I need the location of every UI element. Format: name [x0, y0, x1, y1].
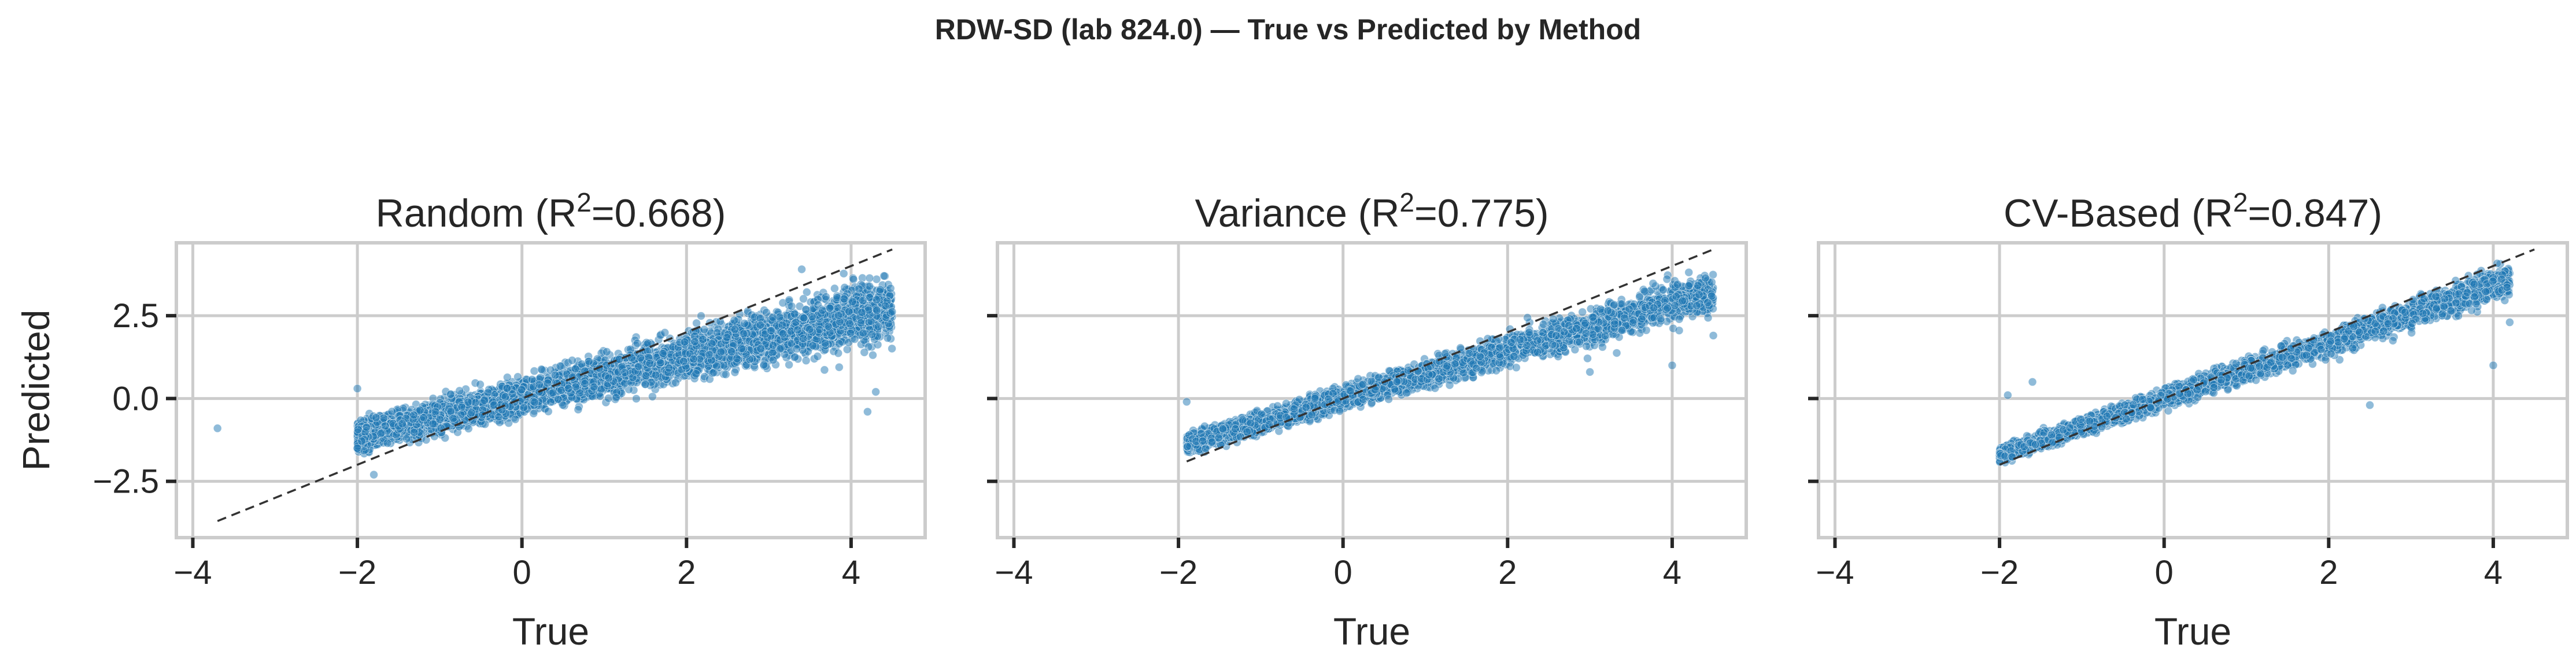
data-point	[839, 269, 848, 278]
data-point	[446, 390, 455, 399]
data-point	[513, 372, 522, 382]
data-point	[834, 362, 844, 372]
data-point	[504, 419, 513, 428]
data-point	[842, 345, 852, 354]
data-point	[464, 424, 473, 433]
data-point	[849, 275, 858, 284]
data-point	[730, 368, 740, 377]
data-point	[790, 353, 800, 361]
data-point	[648, 392, 657, 401]
data-point	[820, 365, 829, 375]
data-point	[822, 293, 830, 301]
data-point	[721, 370, 730, 379]
data-point	[865, 273, 874, 283]
data-point	[834, 349, 843, 358]
data-point	[868, 350, 877, 360]
data-point	[785, 360, 793, 369]
data-point	[476, 380, 485, 389]
data-point	[700, 325, 709, 334]
data-point	[697, 312, 705, 320]
data-point	[574, 405, 583, 414]
data-point	[860, 348, 869, 357]
data-point	[799, 294, 808, 303]
scatter-points	[213, 265, 897, 479]
data-point	[865, 282, 874, 291]
figure-title: RDW-SD (lab 824.0) — True vs Predicted b…	[934, 13, 1642, 46]
data-point	[530, 367, 539, 376]
data-point	[762, 308, 771, 317]
data-point	[632, 394, 641, 404]
data-point	[888, 344, 896, 353]
